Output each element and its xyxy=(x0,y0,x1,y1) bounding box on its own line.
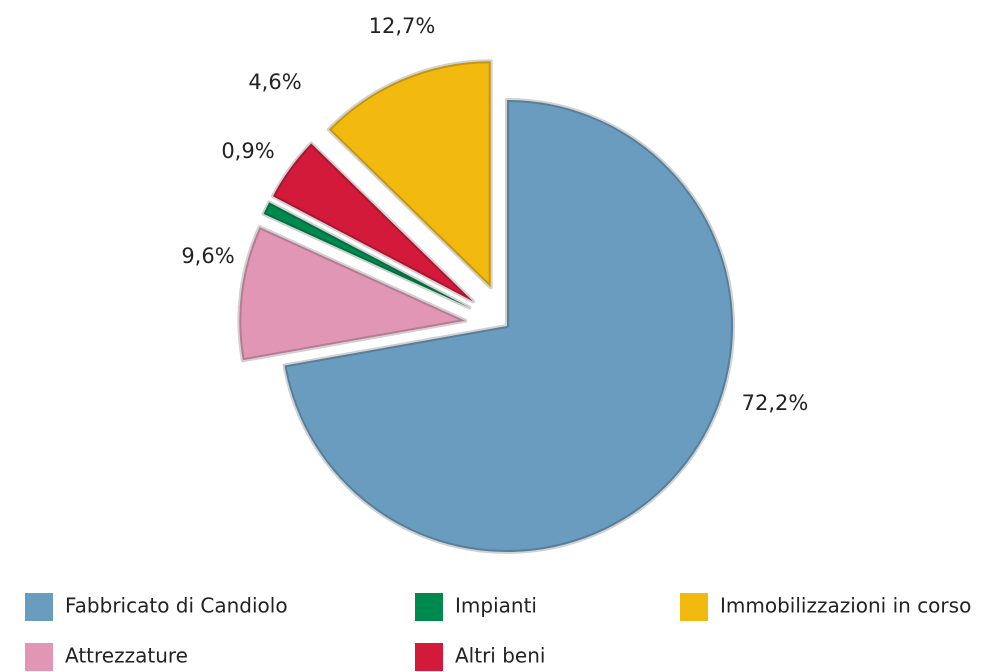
legend-swatch xyxy=(415,643,443,671)
legend-label: Altri beni xyxy=(455,644,545,668)
legend-swatch xyxy=(680,593,708,621)
legend-label: Impianti xyxy=(455,594,537,618)
data-label: 12,7% xyxy=(369,14,436,38)
legend-swatch xyxy=(415,593,443,621)
pie-slice xyxy=(237,225,468,363)
data-label: 9,6% xyxy=(181,244,234,268)
pie-slice xyxy=(282,98,735,554)
pie-slice xyxy=(261,200,472,310)
pie-slice xyxy=(270,141,476,304)
pie-slice xyxy=(326,59,493,290)
legend-swatch xyxy=(25,643,53,671)
data-label: 4,6% xyxy=(248,70,301,94)
data-label: 72,2% xyxy=(742,391,809,415)
legend-label: Fabbricato di Candiolo xyxy=(65,594,288,618)
legend-label: Attrezzature xyxy=(65,644,188,668)
legend-label: Immobilizzazioni in corso xyxy=(720,594,971,618)
legend-swatch xyxy=(25,593,53,621)
data-label: 0,9% xyxy=(221,139,274,163)
